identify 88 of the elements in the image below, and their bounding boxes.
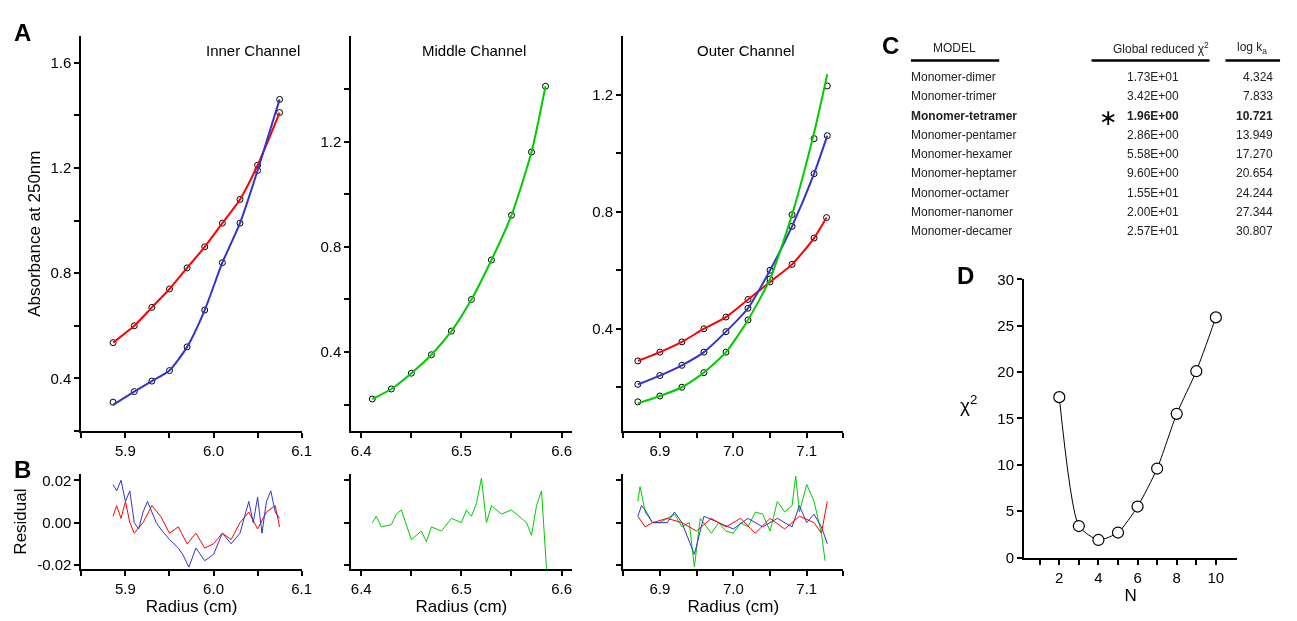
y-tick-label: 0.8 (592, 202, 614, 220)
y-tick-label: 0.8 (50, 264, 72, 282)
x-axis-title: Radius (cm) (415, 597, 508, 617)
text: log k$_{a}$ (1237, 40, 1268, 56)
text: Monomer-nanomer (911, 205, 1014, 219)
text: A (14, 19, 32, 46)
x-tick-label: 5.9 (115, 442, 136, 460)
text: 10.721 (1236, 109, 1274, 123)
y-tick-label: 0.00 (42, 513, 72, 531)
x-tick-label: 7.0 (722, 442, 744, 460)
text: 9.60E+00 (1127, 166, 1180, 180)
x-tick-label: 6.5 (450, 580, 472, 598)
y-tick-label: 0.4 (320, 343, 342, 361)
y-tick-label: 10 (997, 456, 1015, 474)
y-tick-label: 1.2 (320, 132, 342, 150)
text: 1.96E+00 (1127, 109, 1180, 123)
text: 3.42E+00 (1127, 89, 1180, 103)
chart-title: Outer Channel (697, 42, 795, 59)
text: 27.344 (1236, 205, 1274, 219)
text: 1.73E+01 (1127, 70, 1180, 84)
x-tick-label: 6.5 (450, 442, 472, 460)
text: 20.654 (1236, 166, 1274, 180)
text: Monomer-pentamer (911, 128, 1017, 142)
x-tick-label: 7.0 (722, 580, 744, 598)
y-tick-label: 1.2 (592, 85, 614, 103)
x-axis-title: N (1124, 585, 1137, 605)
y-tick-label: 15 (997, 409, 1015, 427)
x-tick-label: 7.1 (796, 580, 818, 598)
text: 5.58E+00 (1127, 147, 1180, 161)
x-tick-label: 8 (1172, 568, 1181, 586)
x-tick-label: 6.0 (203, 442, 224, 460)
y-tick-label: 0.4 (50, 369, 72, 387)
text: 7.833 (1243, 89, 1274, 103)
y-tick-label: 0.8 (320, 238, 342, 256)
text: Monomer-decamer (911, 224, 1013, 238)
x-tick-label: 5.9 (115, 580, 136, 598)
y-tick-label: 1.2 (50, 159, 72, 177)
x-axis-title: Radius (cm) (687, 597, 780, 617)
text: C (882, 32, 900, 59)
x-tick-label: 6 (1133, 568, 1142, 586)
text: Monomer-octamer (911, 186, 1010, 200)
x-tick-label: 6.1 (291, 580, 313, 598)
x-tick-label: 2 (1055, 568, 1064, 586)
text: 4.324 (1243, 70, 1274, 84)
y-tick-label: 25 (997, 317, 1015, 334)
text: Monomer-trimer (911, 89, 997, 103)
x-tick-label: 6.4 (350, 442, 372, 460)
text: 1.55E+01 (1127, 186, 1180, 200)
text: 2.86E+00 (1127, 128, 1180, 142)
text: Monomer-hexamer (911, 147, 1013, 161)
y-tick-label: 0.02 (42, 471, 72, 489)
x-axis-title: Radius (cm) (145, 597, 238, 617)
y-axis-title: Residual (11, 488, 31, 555)
x-tick-label: 6.6 (551, 442, 572, 460)
text: 2.57E+01 (1127, 224, 1180, 238)
x-tick-label: 6.6 (551, 580, 572, 598)
text: Monomer-tetramer (911, 109, 1018, 123)
y-tick-label: 5 (1005, 502, 1015, 520)
y-tick-label: 0.4 (592, 319, 614, 337)
text: Global reduced χ$^{2}$ (1113, 40, 1210, 57)
chart-title: Middle Channel (422, 42, 527, 59)
y-tick-label: 1.6 (50, 53, 72, 71)
text: MODEL (933, 41, 976, 55)
x-tick-label: 6.0 (203, 580, 224, 598)
y-axis-title: χ$^{2}$ (960, 392, 978, 416)
x-tick-label: 6.4 (350, 580, 372, 598)
text: B (14, 456, 32, 483)
text: Monomer-dimer (911, 70, 996, 84)
y-tick-label: 30 (997, 270, 1015, 288)
chart-title: Inner Channel (206, 42, 301, 59)
x-tick-label: 4 (1094, 568, 1103, 586)
x-tick-label: 6.9 (649, 580, 671, 598)
text: 24.244 (1236, 186, 1274, 200)
x-tick-label: 6.1 (291, 442, 313, 460)
y-tick-label: -0.02 (37, 556, 72, 574)
text: ∗ (1099, 105, 1117, 130)
x-tick-label: 6.9 (649, 442, 671, 460)
y-axis-title: Absorbance at 250nm (24, 150, 44, 317)
y-tick-label: 20 (997, 363, 1015, 381)
y-tick-label: 0 (1005, 548, 1015, 566)
text: 17.270 (1236, 147, 1274, 161)
text: 30.807 (1236, 224, 1274, 238)
x-tick-label: 10 (1207, 568, 1225, 586)
x-tick-label: 7.1 (796, 442, 818, 460)
text: D (957, 262, 975, 289)
text: Monomer-heptamer (911, 166, 1017, 180)
text: 13.949 (1236, 128, 1274, 142)
text: 2.00E+01 (1127, 205, 1180, 219)
